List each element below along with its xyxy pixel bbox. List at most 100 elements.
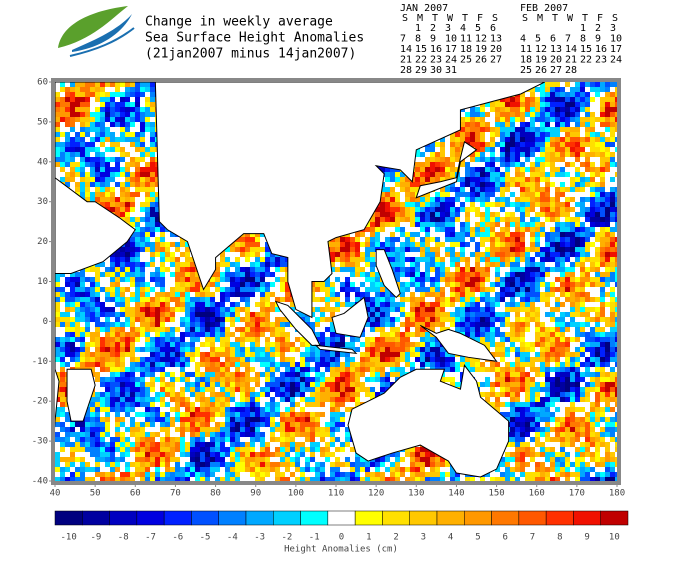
calendar-day: 18 [460,44,472,55]
colorbar-tick-label: -9 [91,533,102,543]
x-tick-label: 100 [288,489,304,499]
colorbar-tick-label: -2 [282,533,293,543]
calendar-day: 29 [415,65,427,76]
colorbar-tick-label: 4 [448,533,453,543]
landmass [55,82,60,429]
y-tick-label: -10 [32,357,48,367]
calendar-month: JAN 2007 [400,3,448,14]
colorbar-swatch [545,510,574,526]
x-tick-label: 130 [408,489,424,499]
colorbar-swatch [163,510,192,526]
calendar-day: 10 [445,34,457,45]
calendar-day: 11 [520,44,532,55]
title-line: Sea Surface Height Anomalies [145,31,364,46]
axes: 40 50 60 70 80 90 100 110 120 130 140 150 160 170 180-… [32,78,625,499]
calendar-day: 8 [580,34,586,45]
colorbar-tick-label: 8 [557,533,562,543]
y-tick-label: -40 [32,477,48,487]
calendar-day: 14 [400,44,412,55]
calendar-day: 18 [520,55,532,66]
y-tick-label: 50 [37,117,48,127]
x-tick-label: 110 [328,489,344,499]
landmass [314,344,358,354]
calendar-day: 1 [580,23,586,34]
calendar-day: 23 [430,55,442,66]
colorbar-tick-label: -4 [227,533,238,543]
calendar-day: 10 [610,34,622,45]
x-tick-label: 170 [569,489,585,499]
x-tick-label: 60 [130,489,141,499]
calendar-day: 25 [520,65,532,76]
colorbar-swatch [354,510,383,526]
landmass [66,368,96,422]
calendar-day: 22 [415,55,427,66]
calendar-weekday: S [522,13,528,24]
calendar-day: 28 [400,65,412,76]
calendar-weekday: T [432,13,438,24]
colorbar-label: Height Anomalies (cm) [284,545,398,555]
calendar-day: 20 [490,44,502,55]
x-tick-label: 150 [488,489,504,499]
x-tick-label: 90 [250,489,261,499]
calendar-day: 13 [490,34,502,45]
colorbar-swatch [191,510,219,526]
x-tick-label: 80 [210,489,221,499]
colorbar-tick-label: -8 [118,533,129,543]
calendar-weekday: T [582,13,588,24]
calendar-day: 31 [445,65,457,76]
calendar-day: 2 [430,23,436,34]
landmass [375,249,401,299]
calendar-weekday: S [402,13,408,24]
calendar-day: 21 [400,55,412,66]
calendar-day: 15 [580,44,592,55]
calendar-day: 22 [580,55,592,66]
y-tick-label: 0 [43,317,48,327]
calendar-day: 14 [565,44,577,55]
calendar-day: 4 [520,34,526,45]
calendar-day: 27 [550,65,562,76]
colorbar-tick-label: 10 [609,533,620,543]
y-tick-label: -30 [32,437,48,447]
calendar-day: 12 [535,44,547,55]
colorbar-swatch [464,510,492,526]
calendar-day: 15 [415,44,427,55]
colorbar-swatch [327,510,356,526]
calendar-day: 9 [430,34,436,45]
calendar-weekday: F [597,13,603,24]
calendar-day: 25 [460,55,472,66]
colorbar-swatch [218,510,247,526]
y-tick-label: 10 [37,277,48,287]
colorbar-tick-label: -1 [309,533,320,543]
colorbar-swatch [273,510,301,526]
calendar-day: 26 [475,55,487,66]
calendar-month: FEB 2007 [520,3,568,14]
colorbar-swatch [600,510,629,526]
colorbar-tick-label: 7 [530,533,535,543]
calendar-day: 24 [445,55,457,66]
colorbar-swatch [109,510,138,526]
calendar-weekday: W [567,13,574,24]
colorbar-swatch [245,510,274,526]
calendar-day: 9 [595,34,601,45]
y-tick-label: 20 [37,237,48,247]
calendar-day: 24 [610,55,622,66]
calendar-day: 5 [535,34,541,45]
calendar-day: 26 [535,65,547,76]
x-tick-label: 180 [609,489,625,499]
colorbar: -10 -9 -8 -7 -6 -5 -4 -3 -2 -1 0 1 2 3 4 5 6 7 8 9 10 [54,510,629,543]
colorbar-tick-label: 1 [366,533,371,543]
colorbar-tick-label: -5 [200,533,211,543]
calendar-day: 1 [415,23,421,34]
land [55,82,545,478]
colorbar-tick-label: 6 [503,533,508,543]
calendar-day: 4 [460,23,466,34]
calendar-weekday: M [537,13,543,24]
calendar-day: 28 [565,65,577,76]
colorbar-swatch [573,510,601,526]
y-tick-label: 60 [37,78,48,88]
colorbar-swatch [382,510,410,526]
calendar-day: 19 [475,44,487,55]
calendar-day: 17 [610,44,622,55]
